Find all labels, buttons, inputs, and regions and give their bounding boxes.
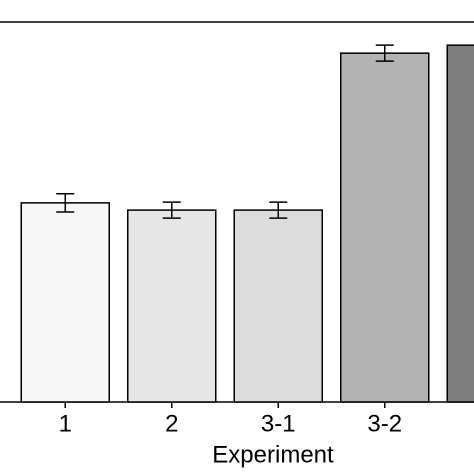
- bar: [20, 202, 110, 403]
- x-axis-title: Experiment: [212, 441, 334, 468]
- x-tick-label: 1: [59, 410, 72, 437]
- x-tick-label: 2: [165, 410, 178, 437]
- x-tick-label: 3-2: [367, 410, 402, 437]
- bar: [340, 52, 430, 403]
- bar: [446, 44, 474, 403]
- x-tick-label: 3-1: [261, 410, 296, 437]
- bar: [127, 209, 217, 403]
- bar: [233, 209, 323, 403]
